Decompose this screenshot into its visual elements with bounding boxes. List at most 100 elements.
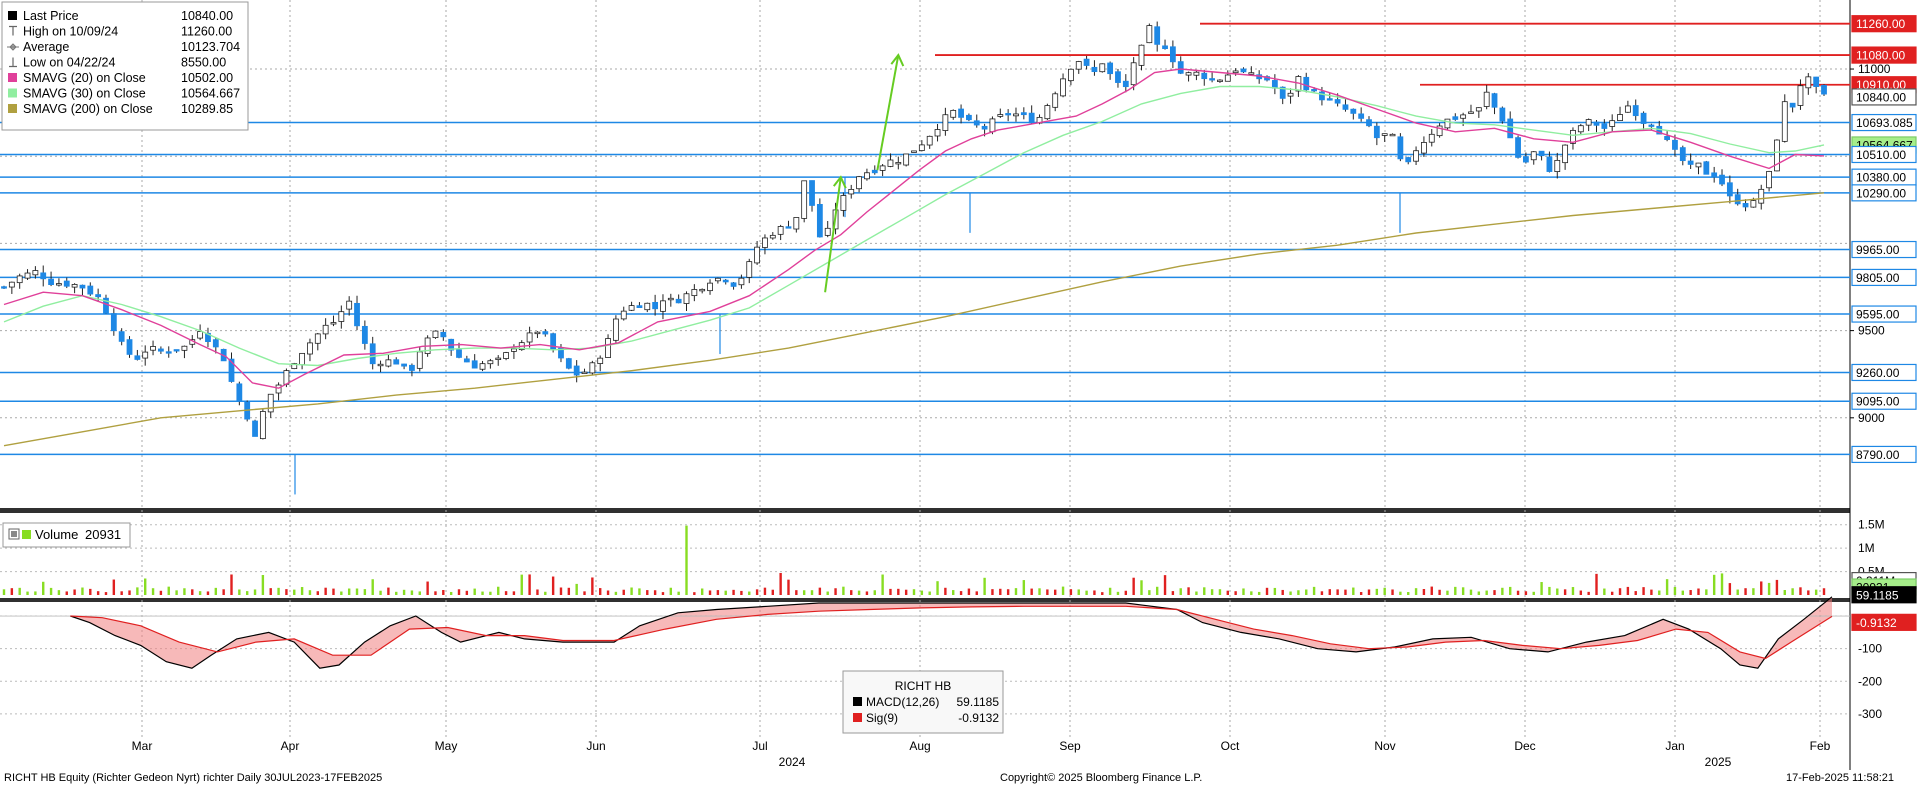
volume-bar (1720, 573, 1724, 595)
candle-body (511, 348, 517, 352)
trend-arrow (876, 54, 900, 171)
volume-bar (1305, 589, 1308, 595)
volume-bar (904, 589, 908, 595)
candle-body (291, 363, 298, 370)
volume-bar (638, 588, 641, 595)
candle-body (871, 169, 878, 174)
x-axis-month-label: Feb (1810, 739, 1831, 753)
volume-bar (826, 591, 829, 595)
candle-body (675, 298, 682, 304)
volume-bar (1014, 588, 1018, 595)
candle-body (354, 302, 360, 327)
level-lines (0, 22, 1850, 495)
volume-bar (49, 587, 53, 595)
macd-legend[interactable]: RICHT HB MACD(12,26) 59.1185 Sig(9) -0.9… (842, 670, 1004, 734)
low-marker-icon (9, 57, 17, 68)
candle-body (228, 358, 235, 382)
candle-body (1805, 76, 1812, 89)
volume-bar (253, 589, 257, 595)
volume-bar (112, 579, 116, 595)
candle-body (173, 349, 180, 352)
price-tag: 10290.00 (1856, 186, 1906, 200)
volume-bar (544, 591, 547, 595)
volume-bar (700, 588, 704, 595)
candle-body (1342, 104, 1349, 110)
price-tag-bg (1851, 240, 1917, 259)
candle-body (644, 302, 651, 311)
volume-legend[interactable]: Volume 20931 (2, 522, 131, 548)
price-tag: 11080.00 (1856, 49, 1905, 63)
volume-bar (128, 590, 131, 595)
volume-bar (489, 591, 492, 595)
trend-arrow-head (890, 53, 905, 67)
candle-body (1774, 139, 1780, 172)
volume-bar (1579, 590, 1583, 595)
candle-body (762, 237, 768, 248)
volume-bar (567, 587, 571, 595)
candle-body (1726, 182, 1733, 197)
candle-body (456, 349, 462, 358)
macd-legend-label: MACD(12,26) (866, 695, 939, 709)
volume-bar (1681, 590, 1684, 595)
price-tag: 8790.00 (1856, 448, 1900, 462)
volume-bar (991, 589, 994, 595)
volume-bar (316, 591, 319, 595)
volume-bar (379, 590, 382, 595)
volume-bar (26, 591, 29, 595)
candle-body (589, 362, 596, 374)
candle-body (1499, 107, 1506, 122)
volume-bar (1407, 592, 1410, 595)
volume-bar (1265, 587, 1269, 595)
volume-bar (1532, 591, 1535, 595)
high-marker-icon (9, 25, 17, 36)
candle-body (534, 331, 541, 335)
candle-body (1797, 85, 1804, 106)
volume-bar (755, 589, 759, 595)
price-legend[interactable]: Last Price 10840.00 High on 10/09/24 11260.… (1, 1, 249, 131)
volume-bar (1634, 591, 1637, 595)
candle-body (1028, 112, 1035, 124)
candlesticks (1, 21, 1827, 440)
legend-value: 10502.00 (181, 71, 233, 85)
price-tag-bg (1851, 305, 1917, 323)
candle-body (1067, 68, 1074, 82)
expand-icon[interactable] (8, 528, 20, 540)
legend-label: Last Price (23, 9, 79, 23)
volume-bar (332, 588, 335, 595)
legend-value: 10840.00 (181, 9, 233, 23)
candle-body (1146, 25, 1153, 44)
candle-body (1326, 98, 1333, 101)
candle-body (793, 217, 800, 230)
volume-legend-value: 20931 (85, 527, 121, 542)
volume-bar (606, 590, 610, 595)
candle-body (1585, 119, 1592, 126)
candle-body (1609, 120, 1616, 127)
candle-body (24, 272, 31, 279)
candle-body (1005, 113, 1012, 116)
volume-bar (410, 590, 414, 595)
volume-bar (159, 590, 163, 595)
volume-bar (1799, 587, 1802, 595)
legend-value: 10564.667 (181, 87, 240, 101)
volume-bar (536, 589, 539, 595)
volume-bar (1061, 586, 1065, 595)
candle-body (809, 180, 815, 206)
volume-bar (944, 587, 947, 595)
macd-axis-label: -300 (1858, 707, 1882, 721)
candle-body (1648, 124, 1655, 127)
candle-body (1421, 142, 1427, 154)
candle-body (1224, 74, 1231, 82)
volume-bar (183, 588, 186, 595)
volume-bar (497, 586, 500, 595)
sma200-line (3, 192, 1825, 447)
candle-body (1405, 157, 1412, 163)
volume-bar (136, 587, 139, 595)
volume-bar (1140, 580, 1143, 595)
volume-bar (1328, 589, 1331, 595)
volume-bar (1336, 589, 1339, 595)
candle-body (330, 322, 337, 325)
candle-body (730, 282, 737, 287)
candle-body (1766, 171, 1772, 189)
candle-body (307, 342, 313, 355)
